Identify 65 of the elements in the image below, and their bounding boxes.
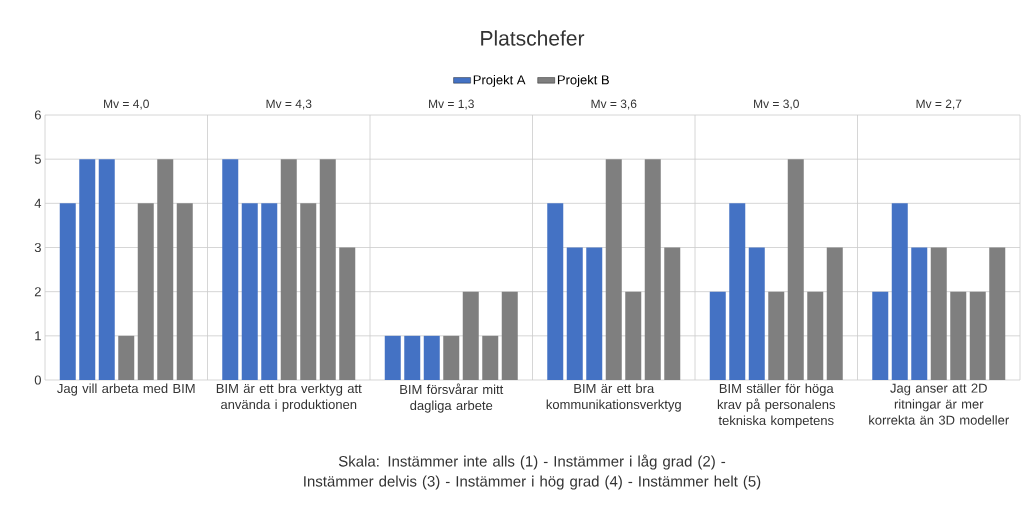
x-tick-label: BIM är ett bra verktyg att använda i produktionen	[216, 383, 362, 412]
bar	[176, 203, 193, 380]
x-tick-label: BIM ställer för höga krav på personalens tekniska kompetens	[717, 383, 836, 428]
y-tick-label: 3	[34, 242, 41, 253]
text: Mv = 3,0	[754, 99, 799, 110]
text: Mv = 1,3	[429, 99, 474, 110]
text: Mv = 4,3	[266, 99, 312, 110]
bar	[300, 203, 317, 380]
bar	[644, 159, 661, 380]
bar	[605, 159, 622, 380]
bar	[547, 203, 564, 380]
bar	[911, 247, 928, 380]
bar	[59, 203, 76, 380]
bar	[443, 335, 460, 380]
bar	[625, 291, 642, 380]
bar	[872, 291, 889, 380]
text: Mv = 2,7	[916, 99, 962, 110]
legend-label: Projekt B	[557, 74, 609, 88]
bar	[339, 247, 356, 380]
bar	[79, 159, 96, 380]
bar	[950, 291, 967, 380]
legend-label: Projekt A	[473, 74, 526, 88]
bar	[98, 159, 115, 380]
y-tick-label: 6	[34, 110, 41, 120]
bar	[664, 247, 681, 380]
x-tick-label: Jag vill arbeta med BIM	[57, 383, 195, 396]
y-tick-label: 5	[34, 154, 41, 164]
x-tick-label: BIM försvårar mitt dagliga arbete	[400, 383, 504, 413]
y-tick-label: 4	[34, 198, 42, 208]
bar	[989, 247, 1006, 380]
text: Mv = 4,0	[104, 99, 149, 110]
bar	[241, 203, 258, 380]
bar	[768, 291, 785, 380]
bar	[319, 159, 336, 380]
bar	[157, 159, 174, 380]
bar	[501, 291, 518, 380]
bar	[748, 247, 765, 380]
bar	[280, 159, 297, 380]
bar	[423, 335, 440, 380]
bar	[222, 159, 239, 380]
bar	[118, 335, 135, 380]
bar	[709, 291, 726, 380]
bar	[807, 291, 824, 380]
bar	[261, 203, 278, 380]
bar	[586, 247, 603, 380]
y-tick-label: 0	[34, 375, 41, 385]
bar	[930, 247, 947, 380]
x-tick-label: Jag anser att 2D ritningar är mer korrekta än 3D modeller	[869, 383, 1009, 425]
bar	[787, 159, 804, 380]
x-tick-label: BIM är ett bra kommunikationsverktyg	[546, 383, 681, 412]
bar	[137, 203, 154, 380]
bar	[566, 247, 583, 380]
bar	[826, 247, 843, 380]
bar	[969, 291, 986, 380]
bar	[462, 291, 479, 380]
text: Skala: Instämmer inte alls (1) - Instämmer i låg grad (2) - Instämmer delvis (3) - Instämmer i hög grad (4) - Instämmer helt (5)	[304, 454, 761, 490]
text: Mv = 3,6	[591, 99, 637, 110]
y-tick-label: 2	[34, 287, 41, 297]
bar	[384, 335, 401, 380]
bar	[404, 335, 421, 380]
y-tick-label: 1	[35, 331, 41, 341]
chart-title: Platschefer	[481, 30, 585, 46]
bar	[482, 335, 499, 380]
bar	[729, 203, 746, 380]
bar	[891, 203, 908, 380]
